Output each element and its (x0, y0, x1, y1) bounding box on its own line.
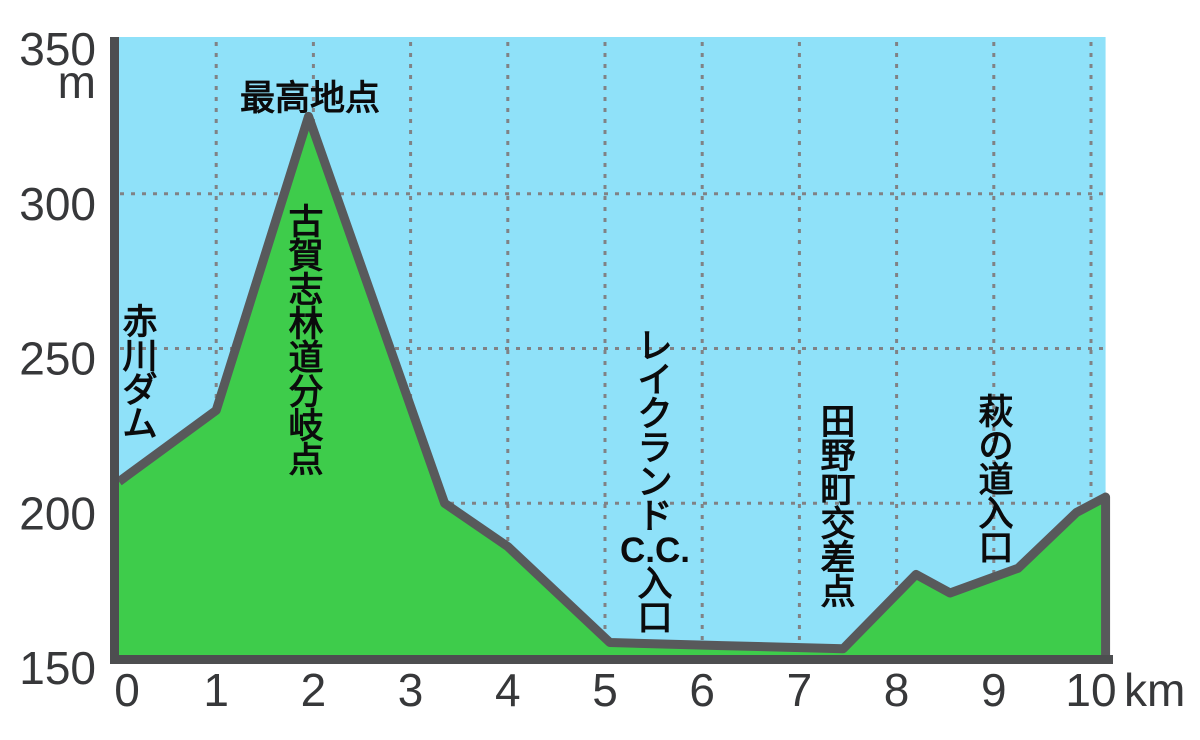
x-tick-label-10: 10 (1065, 664, 1116, 716)
highest-point-label: 最高地点 (240, 79, 380, 118)
x-tick-label-9: 9 (981, 664, 1007, 716)
lakeland-cc-entrance-label-char-6: C.C. (620, 531, 690, 570)
elevation-profile-line (116, 111, 1111, 661)
lakeland-cc-entrance-label-char-4: ン (637, 463, 672, 502)
x-tick-label-7: 7 (787, 664, 813, 716)
tanomachi-intersection-label-char-2: 町 (820, 471, 855, 510)
y-tick-label-150: 150 (19, 642, 96, 694)
kogashi-rindo-junction-label-char-6: 岐 (288, 407, 323, 446)
kogashi-rindo-junction-label-char-0: 古 (288, 203, 323, 242)
x-tick-label-5: 5 (592, 664, 618, 716)
x-tick-label-6: 6 (689, 664, 715, 716)
y-tick-label-200: 200 (19, 487, 96, 539)
x-tick-label-0: 0 (114, 664, 140, 716)
x-axis-bar (110, 655, 1113, 664)
x-tick-label-8: 8 (884, 664, 910, 716)
akagawa-dam-label-char-0: 赤 (122, 303, 157, 342)
tanomachi-intersection-label-char-0: 田 (820, 403, 855, 442)
x-tick-label-2: 2 (301, 664, 327, 716)
lakeland-cc-entrance-label-char-7: 入 (637, 565, 672, 604)
lakeland-cc-entrance-label-char-5: ド (637, 497, 672, 536)
haginomichi-entrance-label-char-4: 口 (978, 529, 1013, 568)
lakeland-cc-entrance-label-char-8: 口 (637, 599, 672, 638)
akagawa-dam-label-char-3: ム (122, 405, 157, 444)
kogashi-rindo-junction-label-char-1: 賀 (288, 237, 323, 276)
akagawa-dam-label-char-1: 川 (122, 337, 157, 376)
haginomichi-entrance-label-char-3: 入 (978, 495, 1013, 534)
x-axis-unit: km (1124, 664, 1185, 716)
elevation-area (118, 116, 1106, 658)
x-tick-label-1: 1 (203, 664, 229, 716)
y-tick-label-250: 250 (19, 333, 96, 385)
y-tick-label-300: 300 (19, 178, 96, 230)
haginomichi-entrance-label-char-0: 萩 (978, 393, 1013, 432)
akagawa-dam-label-char-2: ダ (122, 371, 157, 410)
lakeland-cc-entrance-label-char-2: ク (637, 395, 672, 434)
kogashi-rindo-junction-label-char-5: 分 (288, 373, 323, 412)
haginomichi-entrance-label-char-2: 道 (978, 461, 1013, 500)
y-tick-label-350: 350 (19, 23, 96, 75)
kogashi-rindo-junction-label-char-3: 林 (288, 305, 323, 344)
haginomichi-entrance-label-char-1: の (978, 427, 1013, 466)
x-tick-label-3: 3 (398, 664, 424, 716)
kogashi-rindo-junction-label-char-2: 志 (288, 271, 323, 310)
lakeland-cc-entrance-label-char-1: イ (637, 361, 672, 400)
lakeland-cc-entrance-label-char-3: ラ (637, 429, 672, 468)
tanomachi-intersection-label-char-3: 交 (820, 504, 855, 544)
tanomachi-intersection-label-char-5: 点 (820, 573, 855, 612)
y-axis-unit: m (58, 56, 96, 108)
kogashi-rindo-junction-label-char-4: 道 (288, 339, 323, 378)
tanomachi-intersection-label-char-4: 差 (820, 539, 855, 578)
kogashi-rindo-junction-label-char-7: 点 (288, 441, 323, 480)
x-tick-label-4: 4 (495, 664, 521, 716)
y-axis-bar (110, 37, 119, 664)
tanomachi-intersection-label-char-1: 野 (820, 437, 855, 476)
lakeland-cc-entrance-label-char-0: レ (637, 327, 672, 366)
